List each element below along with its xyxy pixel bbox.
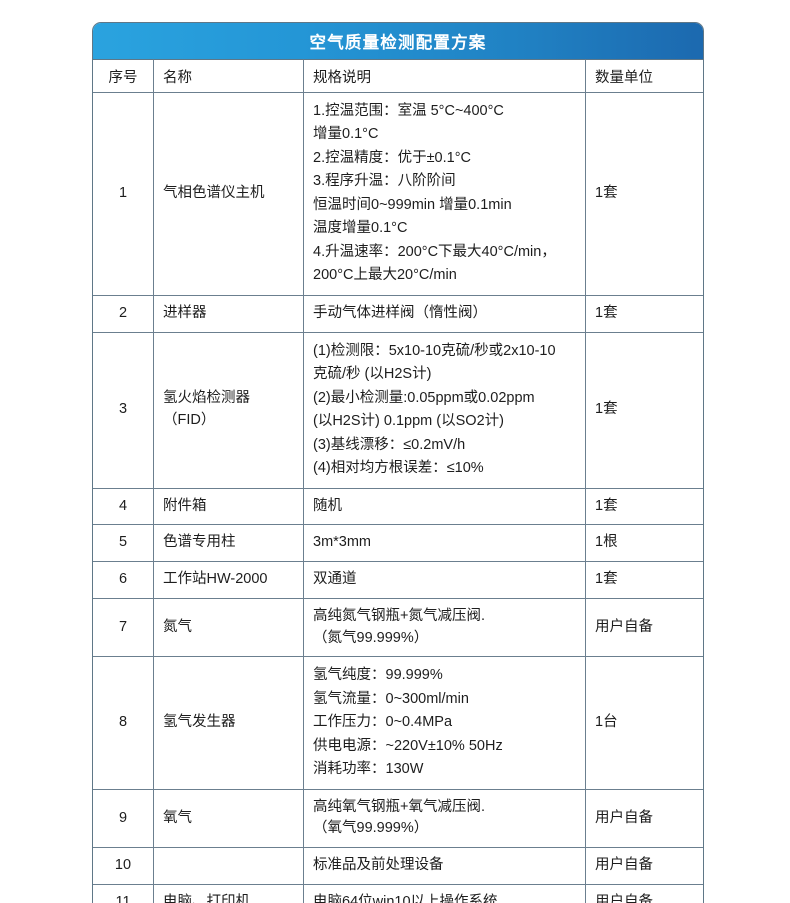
table-row: 7 氮气 高纯氮气钢瓶+氮气减压阀. （氮气99.999%） 用户自备	[93, 597, 703, 657]
cell-name: 附件箱	[154, 487, 304, 525]
cell-spec: 手动气体进样阀（惰性阀）	[304, 294, 586, 332]
cell-spec: (1)检测限：5x10-10克硫/秒或2x10-10 克硫/秒 (以H2S计) …	[304, 331, 586, 488]
cell-qty: 1套	[586, 331, 703, 488]
cell-no: 4	[93, 487, 154, 525]
table-row: 9 氧气 高纯氧气钢瓶+氧气减压阀. （氧气99.999%） 用户自备	[93, 788, 703, 848]
table-title-row: 空气质量检测配置方案	[93, 23, 703, 59]
cell-spec: 氢气纯度：99.999% 氢气流量：0~300ml/min 工作压力：0~0.4…	[304, 656, 586, 789]
spec-text: 3m*3mm	[313, 534, 372, 551]
cell-qty: 1台	[586, 656, 703, 789]
table-row: 11 电脑、打印机 电脑64位win10以上操作系统 用户自备	[93, 883, 703, 903]
column-header-qty: 数量单位	[586, 59, 703, 92]
cell-no: 10	[93, 847, 154, 884]
table-row: 2 进样器 手动气体进样阀（惰性阀） 1套	[93, 294, 703, 332]
spec-text: 随机	[313, 497, 342, 514]
cell-no: 5	[93, 524, 154, 562]
table-row: 5 色谱专用柱 3m*3mm 1根	[93, 524, 703, 562]
spec-text: 1.控温范围：室温 5°C~400°C 增量0.1°C 2.控温精度：优于±0.…	[313, 103, 556, 284]
table-row: 8 氢气发生器 氢气纯度：99.999% 氢气流量：0~300ml/min 工作压力…	[93, 656, 703, 789]
cell-spec: 3m*3mm	[304, 524, 586, 562]
cell-name: 色谱专用柱	[154, 524, 304, 562]
cell-qty: 1套	[586, 92, 703, 295]
cell-no: 2	[93, 294, 154, 332]
cell-qty: 1套	[586, 294, 703, 332]
spec-text: 手动气体进样阀（惰性阀）	[313, 304, 487, 321]
cell-qty: 1根	[586, 524, 703, 562]
cell-name: 电脑、打印机	[154, 883, 304, 903]
spec-text: 双通道	[313, 571, 357, 588]
cell-name: 进样器	[154, 294, 304, 332]
cell-name: 氢火焰检测器（FID）	[154, 331, 304, 488]
table-row: 3 氢火焰检测器（FID） (1)检测限：5x10-10克硫/秒或2x10-10 克…	[93, 331, 703, 488]
spec-text: 电脑64位win10以上操作系统	[313, 893, 498, 903]
air-quality-configuration-table: 空气质量检测配置方案 序号 名称 规格说明 数量单位 1 气相色谱仪主机 1.控温范…	[92, 22, 704, 903]
spec-text: (1)检测限：5x10-10克硫/秒或2x10-10 克硫/秒 (以H2S计) …	[313, 342, 556, 477]
cell-name: 气相色谱仪主机	[154, 92, 304, 295]
cell-qty: 1套	[586, 487, 703, 525]
table-head: 空气质量检测配置方案 序号 名称 规格说明 数量单位	[93, 23, 703, 92]
cell-no: 6	[93, 561, 154, 598]
cell-spec: 高纯氮气钢瓶+氮气减压阀. （氮气99.999%）	[304, 597, 586, 657]
spec-text: 氢气纯度：99.999% 氢气流量：0~300ml/min 工作压力：0~0.4…	[313, 667, 503, 778]
cell-name: 工作站HW-2000	[154, 561, 304, 598]
cell-spec: 标准品及前处理设备	[304, 847, 586, 884]
table-row: 4 附件箱 随机 1套	[93, 487, 703, 525]
cell-name	[154, 847, 304, 884]
cell-no: 7	[93, 597, 154, 657]
cell-spec: 1.控温范围：室温 5°C~400°C 增量0.1°C 2.控温精度：优于±0.…	[304, 92, 586, 295]
cell-no: 1	[93, 92, 154, 295]
cell-qty: 1套	[586, 561, 703, 598]
cell-name: 氮气	[154, 597, 304, 657]
cell-no: 9	[93, 788, 154, 848]
cell-no: 11	[93, 883, 154, 903]
cell-spec: 高纯氧气钢瓶+氧气减压阀. （氧气99.999%）	[304, 788, 586, 848]
cell-spec: 随机	[304, 487, 586, 525]
cell-qty: 用户自备	[586, 597, 703, 657]
cell-name: 氢气发生器	[154, 656, 304, 789]
cell-no: 3	[93, 331, 154, 488]
column-header-name: 名称	[154, 59, 304, 92]
table-column-header-row: 序号 名称 规格说明 数量单位	[93, 59, 703, 92]
spec-text: 标准品及前处理设备	[313, 857, 444, 874]
spec-text: 高纯氮气钢瓶+氮气减压阀. （氮气99.999%）	[313, 607, 485, 646]
cell-no: 8	[93, 656, 154, 789]
table-row: 10 标准品及前处理设备 用户自备	[93, 847, 703, 884]
cell-spec: 双通道	[304, 561, 586, 598]
spec-text: 高纯氧气钢瓶+氧气减压阀. （氧气99.999%）	[313, 798, 485, 837]
column-header-spec: 规格说明	[304, 59, 586, 92]
cell-qty: 用户自备	[586, 788, 703, 848]
column-header-no: 序号	[93, 59, 154, 92]
cell-spec: 电脑64位win10以上操作系统	[304, 883, 586, 903]
table-body: 1 气相色谱仪主机 1.控温范围：室温 5°C~400°C 增量0.1°C 2.控温…	[93, 92, 703, 903]
table-row: 1 气相色谱仪主机 1.控温范围：室温 5°C~400°C 增量0.1°C 2.控温…	[93, 92, 703, 295]
cell-qty: 用户自备	[586, 847, 703, 884]
spec-table-wrapper: 空气质量检测配置方案 序号 名称 规格说明 数量单位 1 气相色谱仪主机 1.控温范…	[92, 22, 704, 903]
cell-qty: 用户自备	[586, 883, 703, 903]
table-title: 空气质量检测配置方案	[93, 23, 703, 59]
table-row: 6 工作站HW-2000 双通道 1套	[93, 561, 703, 598]
cell-name: 氧气	[154, 788, 304, 848]
